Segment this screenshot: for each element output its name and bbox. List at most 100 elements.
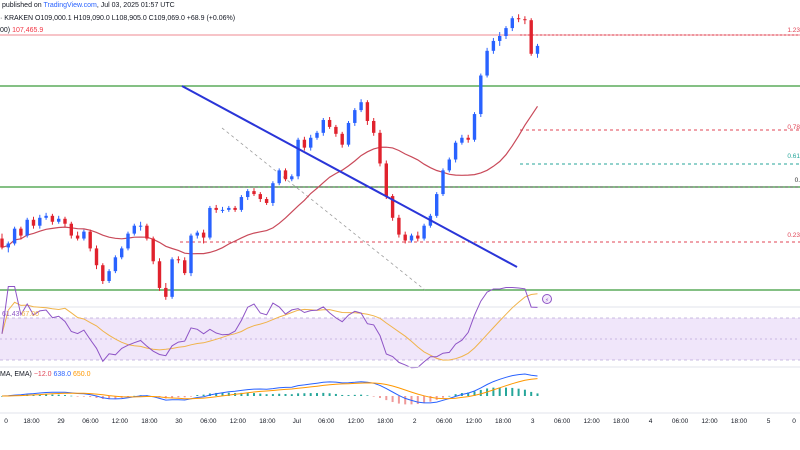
candle-body[interactable] xyxy=(145,225,149,239)
candle-body[interactable] xyxy=(233,207,237,210)
macd-value-1: −12.0 xyxy=(33,371,52,378)
candle-body[interactable] xyxy=(132,225,136,234)
candle-body[interactable] xyxy=(283,170,288,180)
candle-body[interactable] xyxy=(510,18,514,29)
time-tick-label: 0 xyxy=(4,418,8,425)
candle-body[interactable] xyxy=(315,132,319,138)
candle-body[interactable] xyxy=(447,159,451,171)
candle-body[interactable] xyxy=(378,132,382,164)
candle-body[interactable] xyxy=(25,219,29,236)
candle-body[interactable] xyxy=(94,248,99,266)
candle-body[interactable] xyxy=(88,231,92,249)
candle-body[interactable] xyxy=(365,102,370,121)
candle-body[interactable] xyxy=(416,235,420,239)
candle-body[interactable] xyxy=(31,219,36,226)
candle-body[interactable] xyxy=(529,20,533,54)
candle-body[interactable] xyxy=(151,238,155,262)
candle-body[interactable] xyxy=(208,207,212,238)
candle-body[interactable] xyxy=(239,197,244,210)
time-tick-label: 12:00 xyxy=(583,418,600,425)
candle-body[interactable] xyxy=(327,119,332,127)
candle-body[interactable] xyxy=(57,218,61,222)
macd-hist-bar xyxy=(316,393,318,396)
candle-body[interactable] xyxy=(195,232,199,236)
candle-body[interactable] xyxy=(346,122,351,145)
candle-body[interactable] xyxy=(290,176,294,180)
candle-body[interactable] xyxy=(409,235,414,241)
candle-body[interactable] xyxy=(397,217,401,235)
candle-body[interactable] xyxy=(403,234,407,241)
candle-body[interactable] xyxy=(372,120,376,133)
candle-body[interactable] xyxy=(472,114,477,140)
alert-icon[interactable] xyxy=(542,294,552,304)
candle-body[interactable] xyxy=(201,232,206,238)
candle-body[interactable] xyxy=(277,170,281,184)
candle-body[interactable] xyxy=(435,194,439,216)
candle-body[interactable] xyxy=(359,102,363,111)
candle-body[interactable] xyxy=(353,110,357,123)
candle-body[interactable] xyxy=(75,235,80,239)
candle-body[interactable] xyxy=(19,228,23,236)
candle-body[interactable] xyxy=(227,207,231,210)
candle-body[interactable] xyxy=(82,231,86,239)
candle-body[interactable] xyxy=(296,139,300,177)
candle-body[interactable] xyxy=(498,36,502,41)
fib-label-3: 0.61 xyxy=(787,153,800,160)
macd-hist-bar xyxy=(347,395,350,396)
candle-body[interactable] xyxy=(466,137,470,140)
macd-hist-bar xyxy=(64,395,66,396)
candle-body[interactable] xyxy=(264,199,269,203)
macd-legend: MA, EMA) −12.0 638.0 650.0 xyxy=(0,371,91,378)
candle-body[interactable] xyxy=(138,225,143,227)
candle-body[interactable] xyxy=(453,142,458,160)
candle-body[interactable] xyxy=(101,265,105,282)
candle-body[interactable] xyxy=(107,271,111,282)
candle-body[interactable] xyxy=(504,28,508,36)
candle-body[interactable] xyxy=(479,75,483,115)
candle-body[interactable] xyxy=(0,238,4,248)
candle-body[interactable] xyxy=(12,228,17,244)
candle-body[interactable] xyxy=(321,119,325,133)
candle-body[interactable] xyxy=(120,248,124,258)
fib-label-4: 0. xyxy=(794,177,800,184)
candle-body[interactable] xyxy=(516,18,521,20)
candle-body[interactable] xyxy=(126,233,130,249)
candle-body[interactable] xyxy=(50,215,55,222)
macd-hist-bar xyxy=(57,394,60,396)
candle-body[interactable] xyxy=(302,139,307,148)
candle-body[interactable] xyxy=(113,257,118,272)
candle-body[interactable] xyxy=(491,40,496,51)
candle-body[interactable] xyxy=(6,243,10,248)
candle-body[interactable] xyxy=(384,163,388,197)
candle-body[interactable] xyxy=(214,207,218,210)
candle-body[interactable] xyxy=(69,223,73,236)
watermark-site[interactable]: TradingView.com xyxy=(43,2,97,9)
candle-body[interactable] xyxy=(258,194,262,200)
candle-body[interactable] xyxy=(189,235,193,274)
candle-body[interactable] xyxy=(309,137,313,148)
candle-body[interactable] xyxy=(441,170,445,195)
candle-body[interactable] xyxy=(44,215,48,218)
candle-body[interactable] xyxy=(271,183,275,203)
candle-body[interactable] xyxy=(535,45,540,54)
macd-hist-bar xyxy=(536,393,539,396)
macd-hist-bar xyxy=(253,393,255,396)
candle-body[interactable] xyxy=(176,259,181,261)
candle-body[interactable] xyxy=(422,225,426,239)
candle-body[interactable] xyxy=(340,133,344,145)
candle-body[interactable] xyxy=(38,217,42,226)
candle-body[interactable] xyxy=(63,218,67,224)
candle-body[interactable] xyxy=(460,137,464,143)
candle-body[interactable] xyxy=(334,126,338,134)
candle-body[interactable] xyxy=(485,50,489,76)
candle-body[interactable] xyxy=(523,19,527,21)
candle-body[interactable] xyxy=(390,196,395,218)
candle-body[interactable] xyxy=(170,259,174,297)
candle-body[interactable] xyxy=(252,191,256,195)
candle-body[interactable] xyxy=(157,261,162,288)
candle-body[interactable] xyxy=(220,209,225,211)
candle-body[interactable] xyxy=(246,191,250,198)
candle-body[interactable] xyxy=(164,287,168,297)
candle-body[interactable] xyxy=(183,260,187,274)
